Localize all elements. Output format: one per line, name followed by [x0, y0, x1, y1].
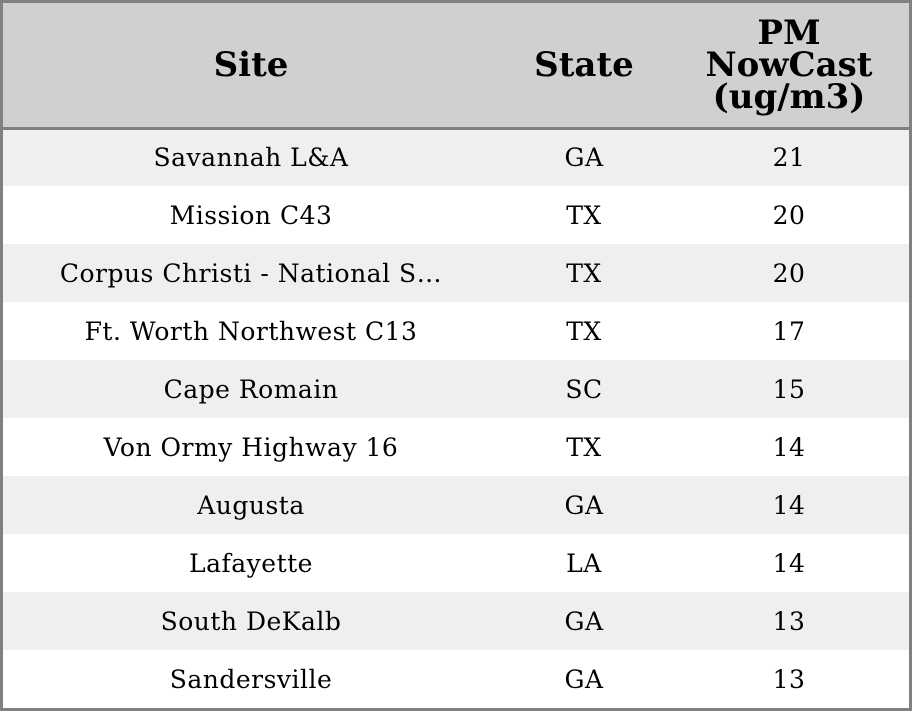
cell-site: Cape Romain	[163, 374, 339, 404]
cell-state: TX	[566, 316, 602, 346]
table-row: Corpus Christi - National S… TX 20	[3, 244, 909, 302]
cell-state: TX	[566, 200, 602, 230]
table-row: Von Ormy Highway 16 TX 14	[3, 418, 909, 476]
cell-pm: 13	[772, 606, 806, 636]
table-row: Mission C43 TX 20	[3, 186, 909, 244]
cell-site: Lafayette	[189, 548, 313, 578]
cell-site: Augusta	[197, 490, 305, 520]
table-row: Ft. Worth Northwest C13 TX 17	[3, 302, 909, 360]
cell-state: GA	[564, 143, 604, 173]
cell-site: Ft. Worth Northwest C13	[84, 316, 418, 346]
cell-site: South DeKalb	[160, 606, 342, 636]
cell-site: Von Ormy Highway 16	[103, 432, 399, 462]
cell-state: TX	[566, 258, 602, 288]
cell-state: TX	[566, 432, 602, 462]
cell-pm: 20	[772, 200, 806, 230]
column-header-state: State	[499, 3, 669, 130]
cell-pm: 20	[772, 258, 806, 288]
column-header-pm-line-2: NowCast	[705, 44, 873, 85]
cell-pm: 14	[772, 432, 806, 462]
table-row: Augusta GA 14	[3, 476, 909, 534]
cell-state: GA	[564, 606, 604, 636]
table-row: Lafayette LA 14	[3, 534, 909, 592]
cell-pm: 17	[772, 316, 806, 346]
column-header-site: Site	[3, 3, 499, 130]
cell-site: Sandersville	[169, 664, 333, 694]
cell-pm: 14	[772, 490, 806, 520]
column-header-pm-line-3: (ug/m3)	[712, 76, 866, 117]
table-header-row: Site State PM NowCast (ug/m3)	[3, 3, 909, 130]
cell-state: GA	[564, 490, 604, 520]
column-header-site-line: Site	[213, 44, 289, 85]
column-header-state-line: State	[534, 44, 634, 85]
column-header-pm-line-1: PM	[757, 12, 821, 53]
cell-state: LA	[566, 548, 602, 578]
cell-site: Corpus Christi - National S…	[59, 258, 443, 288]
column-header-pm-nowcast: PM NowCast (ug/m3)	[669, 3, 909, 130]
cell-pm: 14	[772, 548, 806, 578]
cell-pm: 21	[772, 143, 806, 173]
pm-nowcast-table: Site State PM NowCast (ug/m3) Savannah L…	[3, 3, 909, 708]
table-row: South DeKalb GA 13	[3, 592, 909, 650]
cell-state: GA	[564, 664, 604, 694]
table-row: Sandersville GA 13	[3, 650, 909, 708]
table-row: Savannah L&A GA 21	[3, 128, 909, 186]
cell-pm: 15	[772, 374, 806, 404]
cell-site: Savannah L&A	[153, 143, 349, 173]
cell-pm: 13	[772, 664, 806, 694]
table-row: Cape Romain SC 15	[3, 360, 909, 418]
table-body: Savannah L&A GA 21 Mission C43 TX 20 Cor…	[3, 128, 909, 708]
cell-site: Mission C43	[169, 200, 333, 230]
cell-state: SC	[565, 374, 603, 404]
